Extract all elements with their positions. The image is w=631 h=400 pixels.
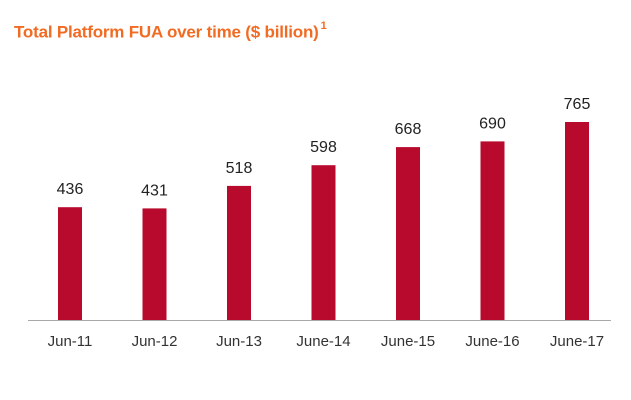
- x-tick-label-jun-13: Jun-13: [216, 333, 262, 350]
- value-label-june-15: 668: [395, 121, 422, 138]
- bar-jun-13: [227, 185, 251, 320]
- value-label-jun-12: 431: [141, 182, 168, 199]
- x-tick-label-june-16: June-16: [465, 333, 519, 350]
- value-label-jun-11: 436: [57, 181, 84, 198]
- value-label-june-17: 765: [564, 96, 591, 113]
- value-labels-group: 436 431 518 598 668 690 765: [57, 96, 591, 199]
- x-tick-labels-group: Jun-11 Jun-12 Jun-13 June-14 June-15 June-16 J…: [48, 333, 604, 350]
- x-tick-label-june-14: June-14: [296, 333, 350, 350]
- value-label-jun-13: 518: [226, 160, 253, 177]
- bar-jun-12: [142, 208, 167, 320]
- bar-jun-11: [58, 207, 82, 320]
- x-tick-label-jun-12: Jun-12: [132, 333, 178, 350]
- bar-june-17: [565, 122, 589, 320]
- x-tick-label-june-17: June-17: [550, 333, 604, 350]
- value-label-june-16: 690: [479, 115, 506, 132]
- bar-june-16: [480, 141, 505, 320]
- x-tick-label-june-15: June-15: [381, 333, 435, 350]
- bar-june-14: [311, 165, 336, 320]
- bars-group: [58, 122, 589, 320]
- chart-title-text: Total Platform FUA over time ($ billion): [14, 22, 319, 42]
- x-tick-label-jun-11: Jun-11: [48, 333, 93, 350]
- value-label-june-14: 598: [310, 139, 337, 156]
- chart-title: Total Platform FUA over time ($ billion)…: [14, 20, 327, 43]
- bar-june-15: [396, 147, 420, 320]
- title-footnote-marker: 1: [320, 20, 327, 32]
